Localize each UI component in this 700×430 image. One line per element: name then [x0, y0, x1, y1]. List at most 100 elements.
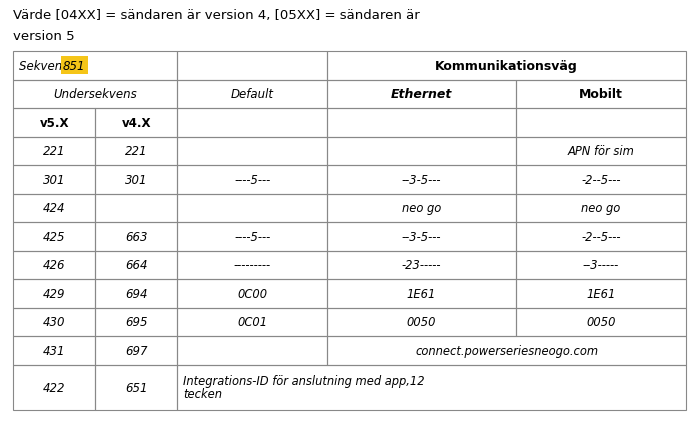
Text: --3-5---: --3-5---	[402, 173, 441, 186]
Text: 694: 694	[125, 287, 148, 300]
Bar	[178, 222, 327, 251]
Text: Kommunikationsväg: Kommunikationsväg	[435, 60, 578, 73]
Bar	[95, 308, 178, 336]
Text: 1E61: 1E61	[587, 287, 616, 300]
Text: 664: 664	[125, 259, 148, 272]
Text: 0050: 0050	[587, 316, 616, 329]
Text: Integrations-ID för anslutning med app,12: Integrations-ID för anslutning med app,1…	[183, 374, 425, 387]
Text: v4.X: v4.X	[122, 117, 151, 129]
Bar	[178, 109, 327, 137]
Text: 422: 422	[43, 381, 65, 393]
Bar	[327, 80, 516, 109]
Bar	[13, 166, 95, 194]
Text: 430: 430	[43, 316, 65, 329]
Text: Mobilt: Mobilt	[579, 88, 623, 101]
Text: 424: 424	[43, 202, 65, 215]
Bar	[178, 194, 327, 222]
Bar	[95, 194, 178, 222]
Bar	[13, 365, 95, 409]
Bar	[95, 251, 178, 280]
Bar	[13, 222, 95, 251]
Text: 0C00: 0C00	[237, 287, 267, 300]
Text: 301: 301	[125, 173, 148, 186]
Bar	[13, 194, 95, 222]
Text: neo go: neo go	[402, 202, 441, 215]
Text: 1E61: 1E61	[407, 287, 436, 300]
Bar	[95, 280, 178, 308]
Text: Ethernet: Ethernet	[391, 88, 452, 101]
Bar	[95, 365, 178, 409]
Text: 851: 851	[63, 60, 85, 73]
Bar	[95, 222, 178, 251]
Bar	[327, 166, 516, 194]
Text: -23-----: -23-----	[402, 259, 441, 272]
Bar	[95, 336, 178, 365]
Text: 221: 221	[125, 145, 148, 158]
Text: 0050: 0050	[407, 316, 436, 329]
Text: Sekvens: Sekvens	[19, 60, 72, 73]
Text: 431: 431	[43, 344, 65, 357]
Bar	[327, 336, 686, 365]
Bar	[516, 166, 686, 194]
Bar	[516, 251, 686, 280]
Text: -2--5---: -2--5---	[581, 230, 621, 243]
Text: 426: 426	[43, 259, 65, 272]
Bar	[516, 280, 686, 308]
Bar	[13, 280, 95, 308]
Bar	[516, 308, 686, 336]
Text: 221: 221	[43, 145, 65, 158]
Bar	[327, 308, 516, 336]
Bar	[178, 80, 327, 109]
Bar	[516, 194, 686, 222]
Text: APN för sim: APN för sim	[568, 145, 634, 158]
Text: 0C01: 0C01	[237, 316, 267, 329]
Bar	[327, 109, 516, 137]
Text: v5.X: v5.X	[39, 117, 69, 129]
Bar	[13, 109, 95, 137]
Bar	[516, 137, 686, 166]
Text: version 5: version 5	[13, 30, 75, 43]
Bar	[13, 137, 95, 166]
Text: Värde [04XX] = sändaren är version 4, [05XX] = sändaren är: Värde [04XX] = sändaren är version 4, [0…	[13, 9, 420, 22]
Bar	[178, 336, 327, 365]
Text: 429: 429	[43, 287, 65, 300]
Bar	[516, 109, 686, 137]
Text: Undersekvens: Undersekvens	[53, 88, 137, 101]
Text: 695: 695	[125, 316, 148, 329]
Bar	[95, 109, 178, 137]
Bar	[178, 365, 686, 409]
Text: 301: 301	[43, 173, 65, 186]
Bar	[13, 80, 178, 109]
Text: Default: Default	[231, 88, 274, 101]
Text: tecken: tecken	[183, 387, 223, 400]
Bar	[327, 251, 516, 280]
Bar	[327, 222, 516, 251]
Bar	[516, 222, 686, 251]
Text: ---------: ---------	[234, 259, 271, 272]
Bar	[13, 308, 95, 336]
Text: ----5---: ----5---	[234, 230, 270, 243]
Bar	[327, 280, 516, 308]
Text: --3-----: --3-----	[583, 259, 620, 272]
Bar	[516, 80, 686, 109]
Bar	[178, 166, 327, 194]
Bar	[178, 280, 327, 308]
Bar	[327, 194, 516, 222]
Bar	[95, 137, 178, 166]
Text: -2--5---: -2--5---	[581, 173, 621, 186]
Bar	[13, 251, 95, 280]
Text: connect.powerseriesneogo.com: connect.powerseriesneogo.com	[415, 344, 598, 357]
Text: ----5---: ----5---	[234, 173, 270, 186]
Bar	[178, 308, 327, 336]
Text: 697: 697	[125, 344, 148, 357]
Bar	[13, 52, 178, 80]
Text: --3-5---: --3-5---	[402, 230, 441, 243]
Bar	[95, 166, 178, 194]
Bar	[178, 137, 327, 166]
Bar	[178, 251, 327, 280]
Bar	[327, 137, 516, 166]
Text: neo go: neo go	[582, 202, 621, 215]
Bar	[13, 336, 95, 365]
Bar	[178, 52, 327, 80]
Text: 651: 651	[125, 381, 148, 393]
